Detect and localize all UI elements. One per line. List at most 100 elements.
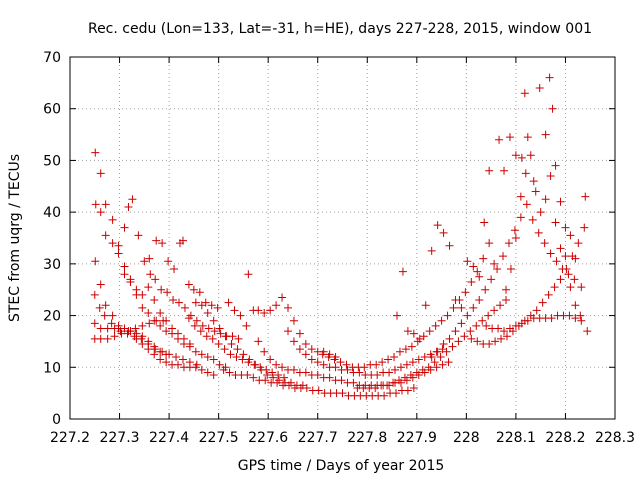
data-point (268, 368, 277, 377)
data-point (445, 334, 454, 343)
data-point (203, 352, 212, 361)
data-point (159, 316, 168, 325)
data-point (480, 218, 489, 227)
data-point (178, 355, 187, 364)
data-point (301, 350, 310, 359)
data-point (108, 239, 117, 248)
data-point (289, 316, 298, 325)
data-point (502, 296, 510, 305)
data-point (289, 365, 298, 374)
data-point (302, 383, 311, 392)
data-point (91, 257, 100, 266)
y-tick-label: 30 (43, 257, 61, 273)
data-point (202, 332, 211, 341)
data-point (145, 319, 154, 328)
data-point (407, 342, 416, 351)
data-point (457, 319, 466, 328)
chart-title: Rec. cedu (Lon=133, Lat=-31, h=HE), days… (88, 21, 592, 37)
data-point (528, 215, 537, 224)
data-point (504, 239, 513, 248)
data-point (144, 340, 153, 349)
data-point (433, 221, 442, 230)
data-point (547, 314, 556, 323)
data-point (517, 319, 526, 328)
data-point (457, 303, 466, 312)
data-point (497, 334, 506, 343)
data-point (536, 208, 545, 217)
data-point (180, 303, 189, 312)
data-point (151, 345, 160, 354)
data-point (164, 257, 173, 266)
x-axis-label: GPS time / Days of year 2015 (238, 458, 445, 474)
data-point (269, 373, 278, 382)
data-point (163, 288, 172, 297)
data-point (485, 239, 494, 248)
data-point (96, 324, 105, 333)
data-point (544, 290, 553, 299)
data-point (506, 265, 515, 274)
y-tick-label: 10 (43, 360, 61, 376)
data-point (307, 355, 316, 364)
data-points (90, 73, 592, 400)
data-point (414, 355, 423, 364)
data-point (472, 321, 481, 330)
data-point (425, 327, 434, 336)
data-point (556, 275, 565, 284)
data-point (342, 360, 351, 369)
data-point (432, 363, 441, 372)
data-point (437, 316, 446, 325)
data-point (551, 161, 560, 170)
data-point (331, 363, 340, 372)
data-point (583, 327, 592, 336)
data-point (517, 153, 526, 162)
data-point (239, 350, 248, 359)
data-point (403, 327, 412, 336)
data-point (261, 376, 270, 385)
data-point (114, 249, 123, 258)
data-point (548, 104, 557, 113)
data-point (289, 337, 298, 346)
data-point (257, 365, 266, 374)
data-point (197, 301, 206, 310)
data-point (158, 239, 167, 248)
data-point (184, 280, 193, 289)
data-point (185, 342, 194, 351)
data-point (254, 337, 263, 346)
data-point (203, 368, 212, 377)
data-point (552, 257, 561, 266)
data-point (493, 265, 502, 274)
data-point (204, 324, 213, 333)
data-point (372, 360, 381, 369)
data-point (409, 329, 418, 338)
data-point (146, 270, 155, 279)
data-point (384, 355, 393, 364)
data-point (156, 321, 165, 330)
data-point (564, 270, 573, 279)
x-tick-label: 227.3 (99, 430, 139, 446)
data-point (521, 169, 530, 178)
data-point (209, 355, 218, 364)
data-point (278, 293, 287, 302)
data-point (451, 327, 460, 336)
data-point (117, 329, 126, 338)
data-point (234, 334, 243, 343)
data-point (500, 327, 509, 336)
data-point (134, 231, 143, 240)
data-point (373, 371, 382, 380)
data-point (403, 386, 412, 395)
data-point (156, 308, 165, 317)
data-point (566, 231, 575, 240)
data-point (189, 285, 198, 294)
data-point (213, 303, 222, 312)
data-point (577, 283, 586, 292)
data-point (307, 345, 316, 354)
data-point (494, 324, 503, 333)
data-point (400, 373, 409, 382)
data-point (499, 252, 508, 261)
data-point (371, 383, 380, 392)
data-point (191, 347, 200, 356)
data-point (228, 332, 237, 341)
data-point (460, 332, 469, 341)
data-point (466, 327, 475, 336)
data-point (324, 352, 333, 361)
